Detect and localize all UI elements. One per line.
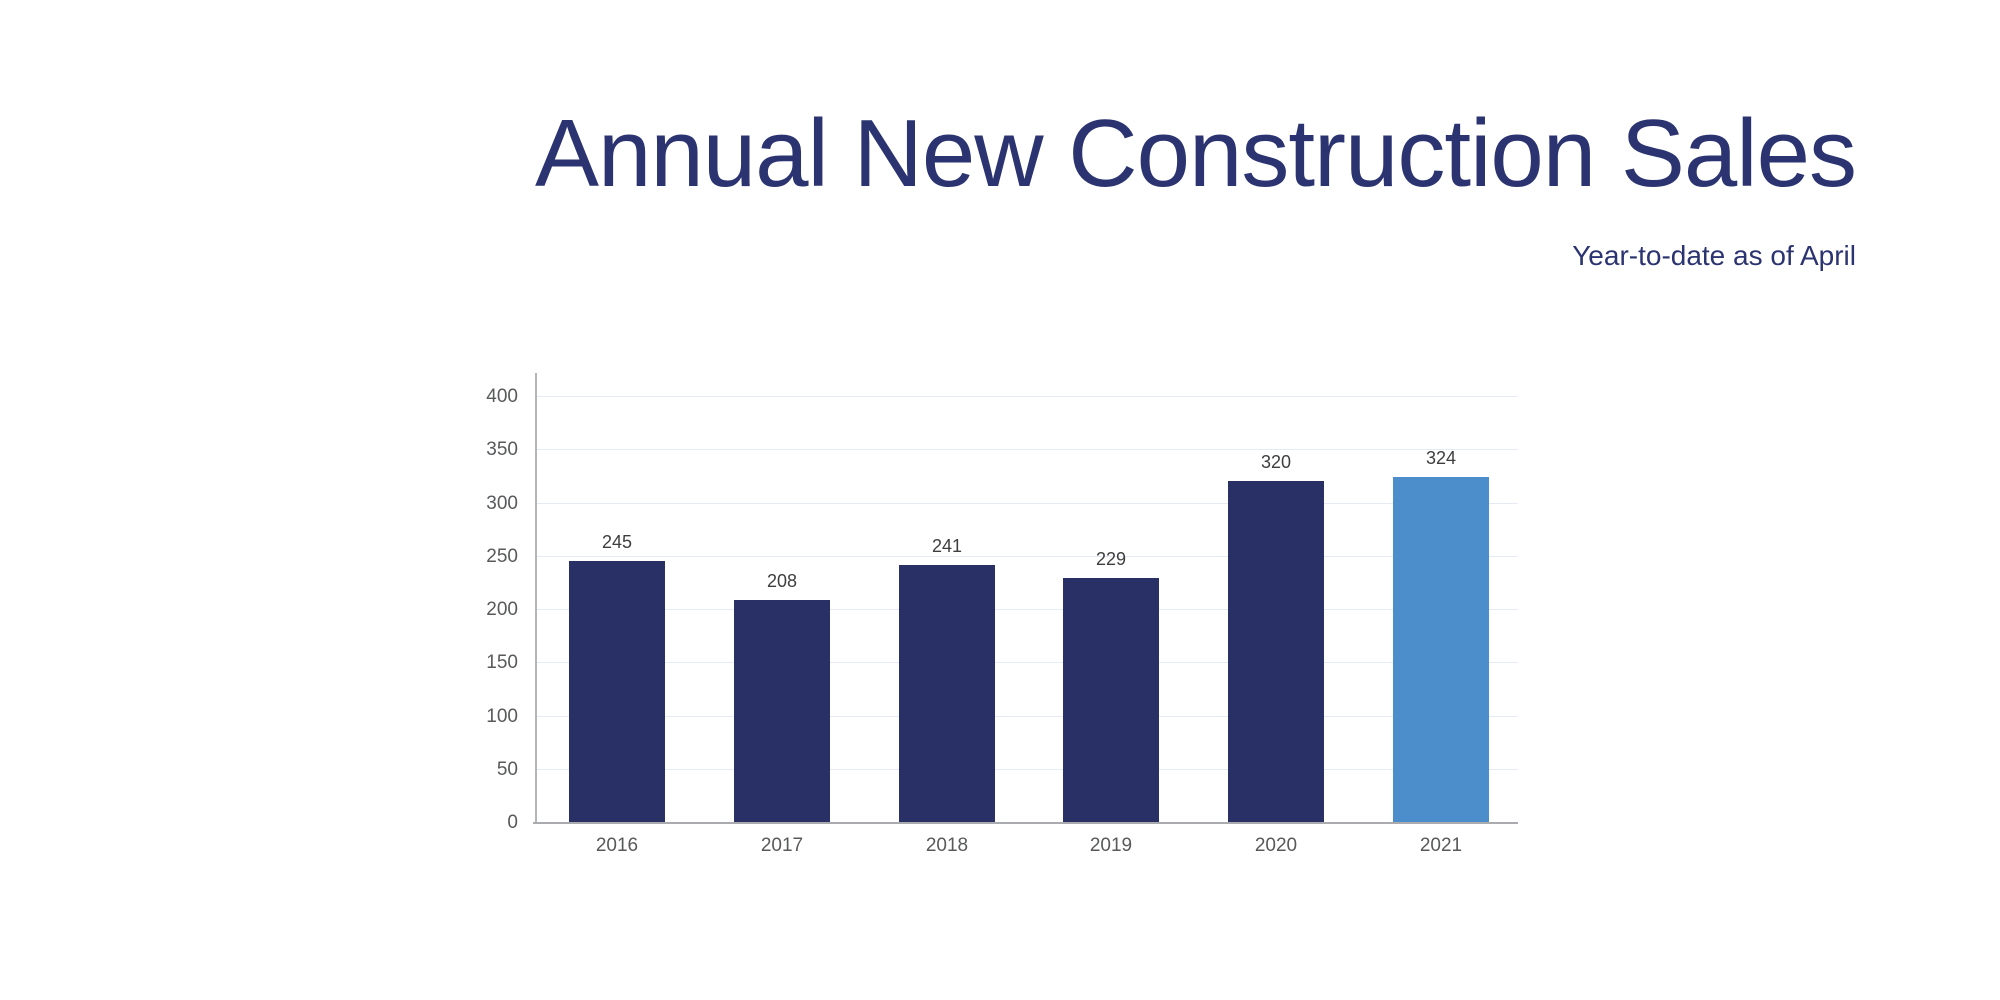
gridline <box>536 716 1518 717</box>
value-label-2017: 208 <box>766 571 798 591</box>
gridline <box>536 556 1518 557</box>
gridline <box>536 449 1518 450</box>
value-label-2019: 229 <box>1095 549 1127 569</box>
gridline <box>536 396 1518 397</box>
y-tick-label: 250 <box>486 546 518 567</box>
x-tick-label-2020: 2020 <box>1254 835 1298 856</box>
bar-2016 <box>569 561 665 822</box>
bar-2017 <box>734 600 830 822</box>
gridline <box>536 769 1518 770</box>
value-label-2021: 324 <box>1425 448 1457 468</box>
chart-subtitle: Year-to-date as of April <box>1572 240 1856 271</box>
y-axis-line <box>535 373 537 823</box>
bar-2019 <box>1063 578 1159 822</box>
gridline <box>536 662 1518 663</box>
x-tick-label-2019: 2019 <box>1089 835 1133 856</box>
bar-2020 <box>1228 481 1324 822</box>
x-tick-label-2016: 2016 <box>595 835 639 856</box>
bar-2018 <box>899 565 995 822</box>
value-label-2018: 241 <box>931 536 963 556</box>
value-label-2020: 320 <box>1260 452 1292 472</box>
x-tick-label-2017: 2017 <box>760 835 804 856</box>
bar-2021 <box>1393 477 1489 822</box>
gridline <box>536 609 1518 610</box>
x-tick-label-2018: 2018 <box>925 835 969 856</box>
y-tick-label: 0 <box>507 812 518 833</box>
y-tick-label: 150 <box>486 652 518 673</box>
y-tick-label: 400 <box>486 386 518 407</box>
value-label-2016: 245 <box>601 532 633 552</box>
y-tick-label: 350 <box>486 439 518 460</box>
y-tick-label: 100 <box>486 706 518 727</box>
gridline <box>536 503 1518 504</box>
x-tick-label-2021: 2021 <box>1419 835 1463 856</box>
chart-title: Annual New Construction Sales <box>534 100 1857 207</box>
y-tick-label: 200 <box>486 599 518 620</box>
y-tick-label: 300 <box>486 493 518 514</box>
x-axis-line <box>533 822 1518 824</box>
y-tick-label: 50 <box>496 759 518 780</box>
